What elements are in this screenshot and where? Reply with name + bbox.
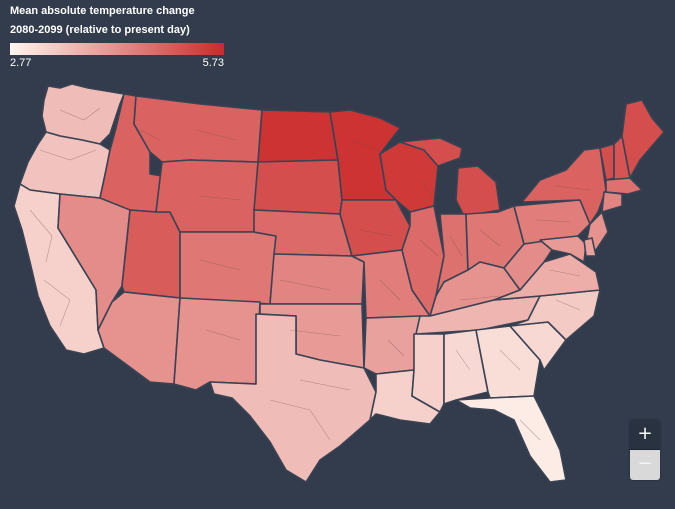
district-line	[199, 259, 241, 271]
district-line	[455, 349, 471, 371]
state-massachusetts[interactable]	[605, 177, 643, 195]
state-washington[interactable]	[41, 83, 125, 145]
district-line	[359, 229, 393, 237]
state-texas[interactable]	[209, 313, 377, 483]
zoom-controls: + −	[630, 420, 660, 480]
district-line	[419, 179, 433, 197]
district-line	[519, 419, 541, 441]
state-montana[interactable]	[133, 95, 263, 163]
state-utah[interactable]	[121, 209, 181, 299]
state-maryland[interactable]	[539, 235, 587, 263]
legend-ticks: 2.77 5.73	[10, 56, 224, 70]
state-iowa[interactable]	[339, 199, 411, 257]
district-line	[139, 129, 161, 141]
district-line	[449, 235, 463, 257]
legend-title-line-2: 2080-2099 (relative to present day)	[10, 24, 190, 36]
state-maine[interactable]	[621, 99, 665, 179]
district-line	[555, 185, 591, 191]
zoom-in-button[interactable]: +	[630, 420, 660, 450]
legend-min-label: 2.77	[10, 57, 32, 69]
district-line	[269, 399, 331, 441]
state-florida[interactable]	[455, 395, 567, 483]
district-line	[555, 299, 581, 311]
state-michigan[interactable]	[399, 137, 501, 217]
color-legend: Mean absolute temperature change 2080-20…	[10, 2, 224, 70]
state-regions[interactable]	[13, 83, 665, 483]
state-new-york[interactable]	[521, 147, 607, 225]
legend-gradient-bar	[10, 43, 224, 55]
district-line	[419, 239, 439, 257]
state-south-dakota[interactable]	[253, 159, 343, 215]
state-alabama[interactable]	[443, 329, 489, 405]
zoom-out-button[interactable]: −	[630, 450, 660, 480]
district-line	[535, 219, 571, 223]
district-line	[479, 229, 501, 247]
state-connecticut[interactable]	[601, 191, 623, 213]
district-line	[499, 349, 521, 371]
district-line	[299, 379, 351, 391]
district-line	[459, 295, 501, 301]
state-arkansas[interactable]	[363, 315, 421, 375]
state-delaware[interactable]	[583, 237, 597, 257]
district-line	[289, 329, 341, 337]
state-arizona[interactable]	[97, 291, 181, 385]
legend-title-line-1: Mean absolute temperature change	[10, 5, 195, 17]
district-line	[549, 269, 581, 277]
district-line	[205, 329, 241, 341]
district-line	[59, 107, 101, 121]
state-colorado[interactable]	[179, 231, 277, 305]
district-line	[195, 129, 237, 141]
district-boundaries	[29, 107, 591, 441]
legend-max-label: 5.73	[202, 57, 224, 69]
district-line	[199, 195, 241, 201]
state-new-mexico[interactable]	[173, 297, 261, 391]
district-line	[39, 149, 97, 161]
district-line	[43, 279, 71, 327]
district-line	[387, 339, 405, 357]
district-line	[29, 209, 53, 263]
district-line	[379, 279, 401, 301]
district-line	[279, 279, 331, 291]
state-kansas[interactable]	[269, 253, 365, 305]
district-line	[349, 139, 381, 151]
state-north-dakota[interactable]	[257, 109, 339, 163]
